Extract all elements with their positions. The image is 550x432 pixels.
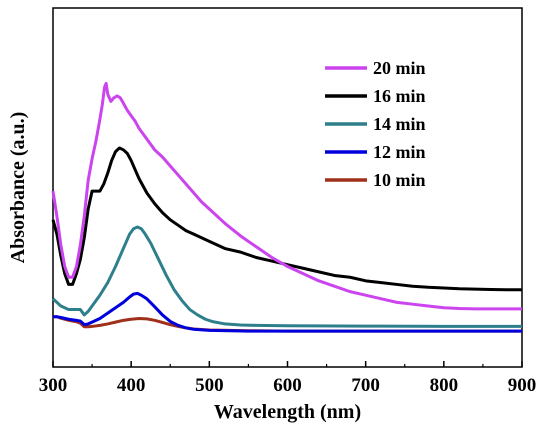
plot-area [51, 7, 523, 368]
legend-label: 10 min [373, 170, 426, 190]
legend: 20 min 16 min 14 min 12 min 10 min [325, 58, 426, 190]
series-line-10-min [53, 315, 522, 333]
x-tick-label: 800 [430, 375, 459, 396]
x-tick-label: 300 [39, 375, 68, 396]
series-line-12-min [53, 291, 522, 333]
series-line-16-min [51, 146, 522, 292]
x-tick-label: 500 [195, 375, 224, 396]
series-line-20-min [51, 81, 522, 311]
x-tick-label: 400 [117, 375, 146, 396]
plot-frame [52, 7, 523, 368]
legend-label: 12 min [373, 142, 426, 162]
series-line-14-min [51, 225, 522, 328]
y-axis-label: Absorbance (a.u.) [7, 112, 29, 264]
x-tick-label: 700 [351, 375, 380, 396]
legend-label: 14 min [373, 114, 426, 134]
x-axis-ticks: 300 400 500 600 700 800 900 [39, 361, 537, 396]
series-layer [51, 81, 522, 333]
legend-label: 20 min [373, 58, 426, 78]
legend-label: 16 min [373, 86, 426, 106]
x-tick-label: 600 [273, 375, 302, 396]
x-tick-label: 900 [508, 375, 537, 396]
x-axis-label: Wavelength (nm) [214, 401, 361, 423]
